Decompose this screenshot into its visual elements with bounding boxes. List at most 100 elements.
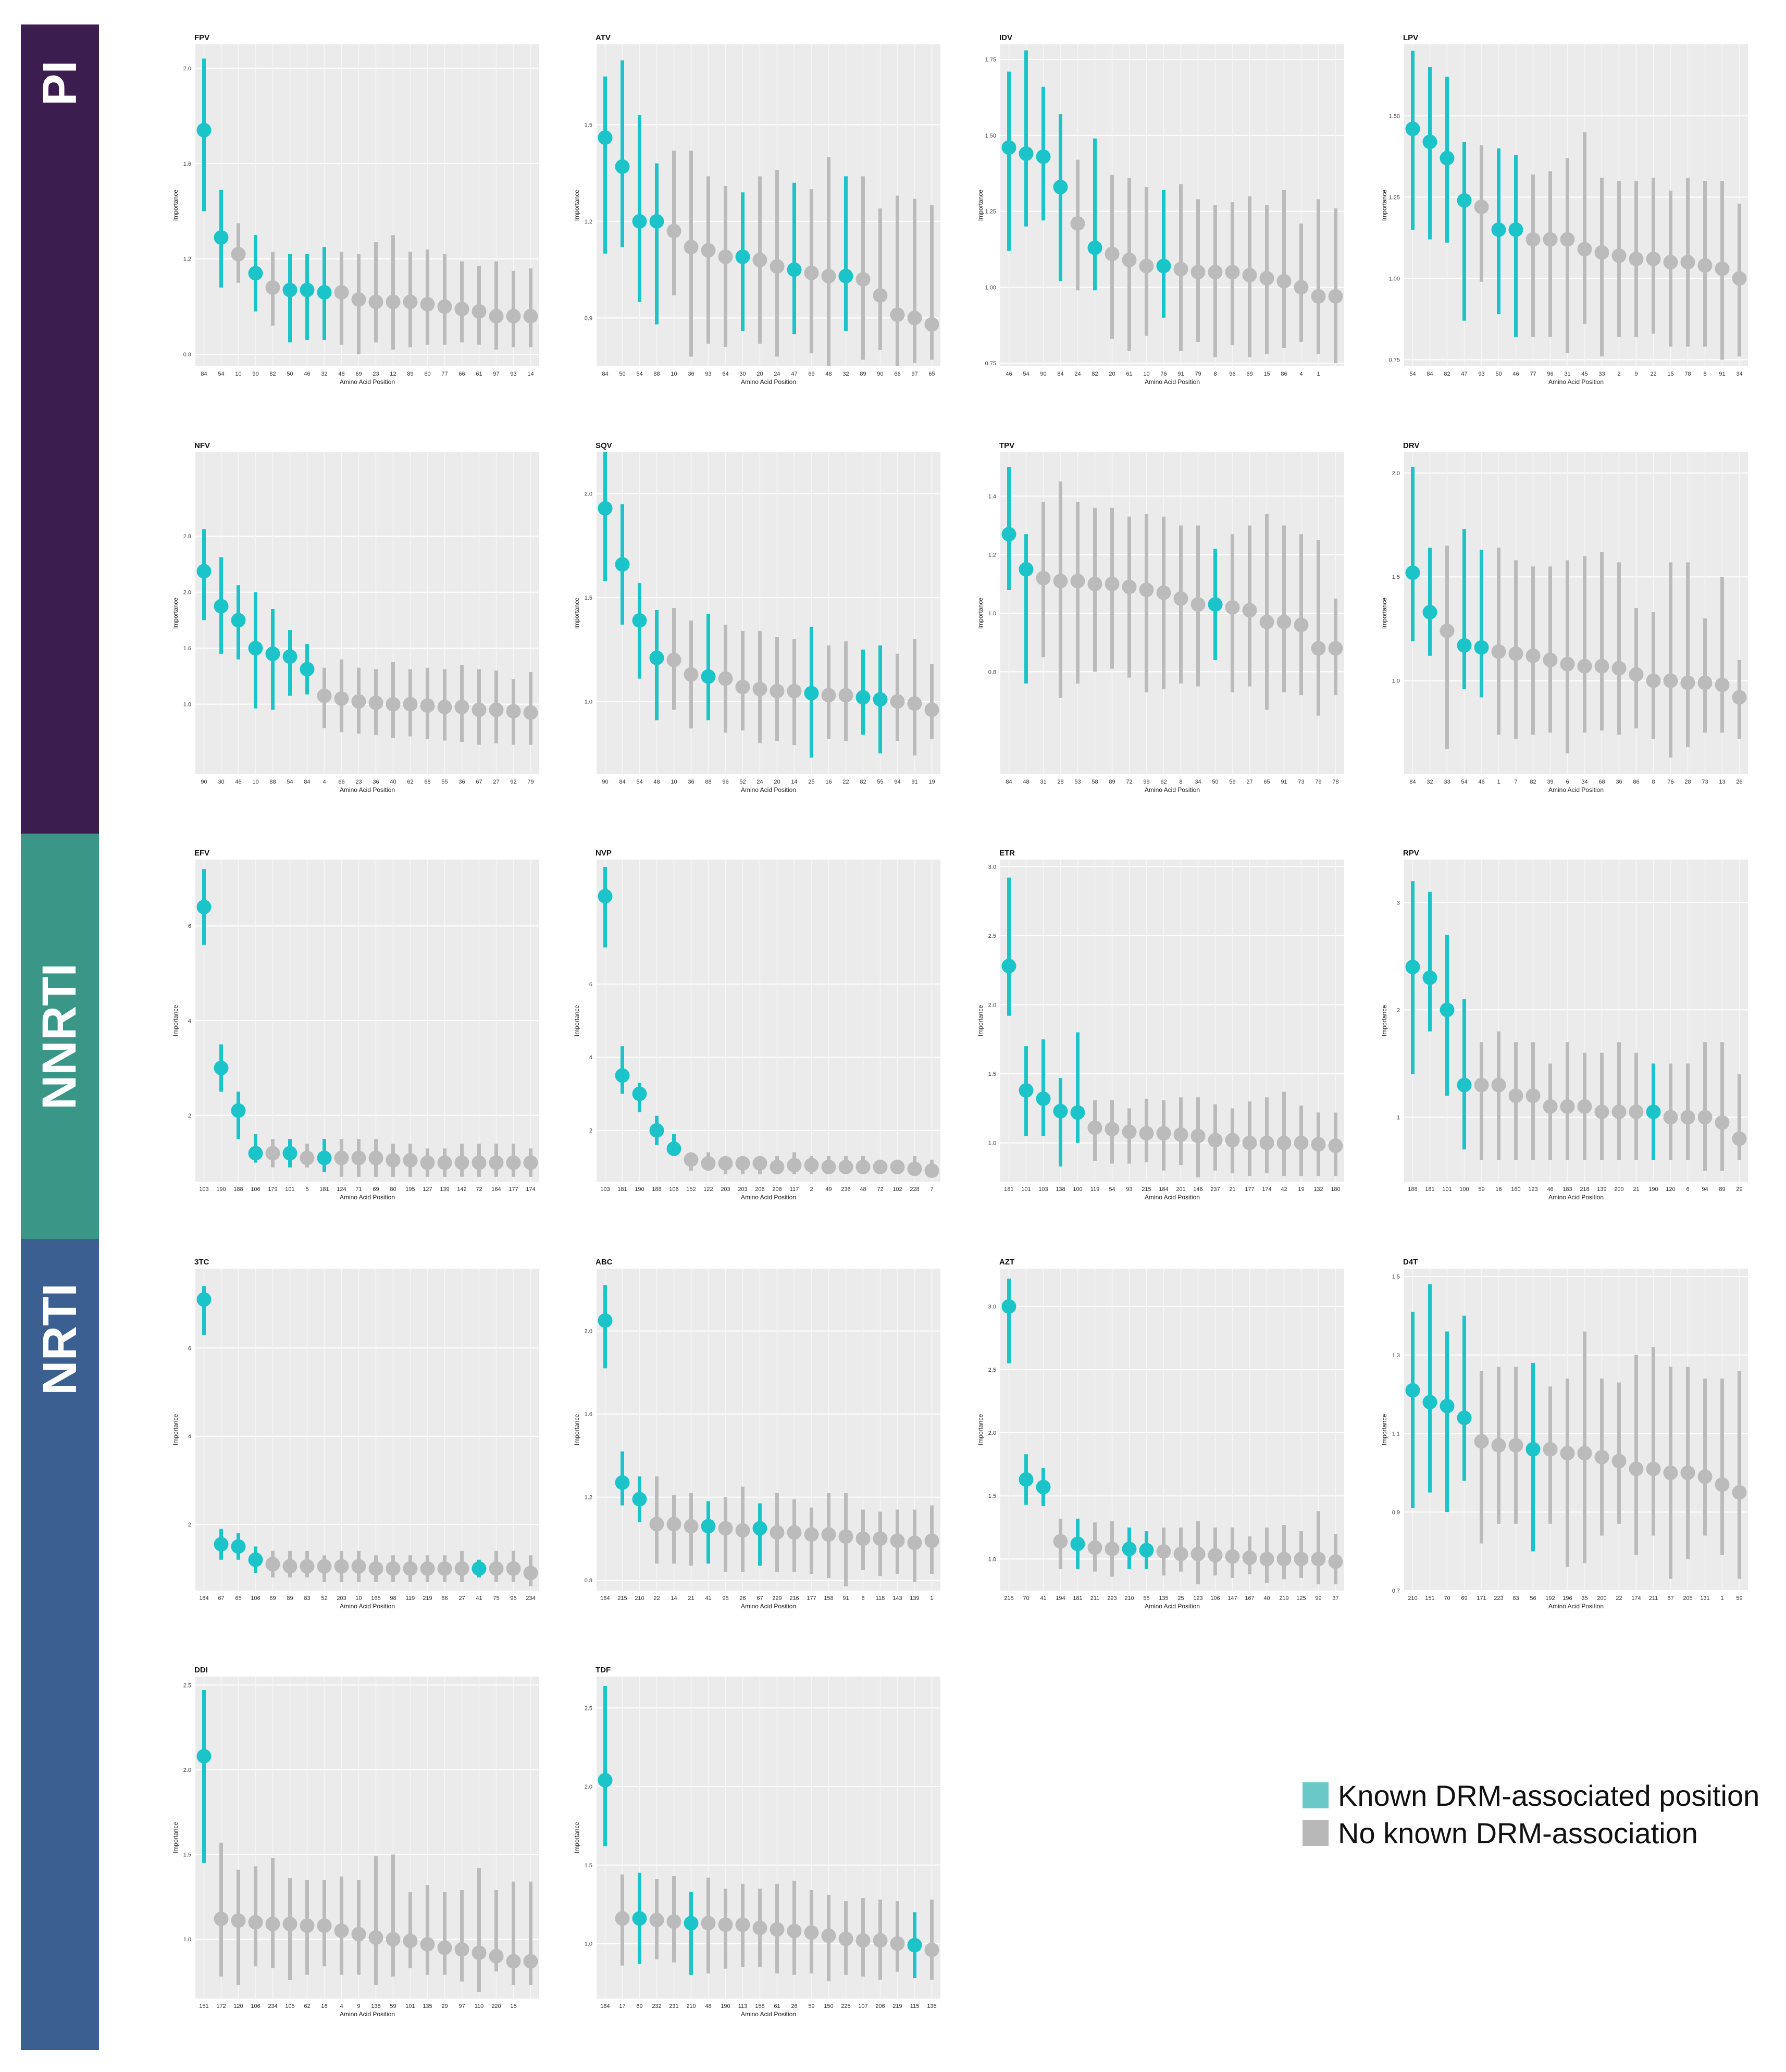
data-point (1105, 1122, 1120, 1137)
x-tick-label: 158 (824, 1595, 833, 1602)
data-point (454, 700, 469, 715)
x-tick-label: 120 (1666, 1186, 1675, 1193)
data-point (1311, 1137, 1326, 1152)
data-point (317, 1559, 332, 1574)
x-tick-label: 24 (1074, 371, 1081, 377)
x-tick-label: 190 (721, 2003, 730, 2009)
x-tick-label: 73 (1298, 779, 1304, 785)
x-tick-label: 4 (340, 2003, 343, 2009)
x-tick-label: 35 (1581, 1595, 1587, 1602)
data-point (1474, 1077, 1489, 1093)
chart-title: NFV (194, 441, 210, 450)
data-point (838, 688, 853, 703)
chart-title: SQV (596, 441, 612, 450)
x-tick-label: 90 (602, 779, 608, 785)
data-point (334, 1559, 349, 1574)
x-tick-label: 27 (1246, 779, 1252, 785)
data-point (821, 688, 836, 703)
data-point (1594, 1449, 1609, 1465)
data-point (1259, 270, 1274, 286)
data-point (248, 641, 263, 656)
x-tick-label: 82 (269, 371, 276, 377)
x-tick-label: 5 (305, 1186, 308, 1193)
data-point (1328, 641, 1343, 656)
x-tick-label: 165 (371, 1595, 380, 1602)
data-point (770, 1922, 785, 1937)
plot-background (1404, 44, 1748, 366)
data-point (437, 299, 452, 314)
x-tick-label: 69 (636, 2003, 642, 2009)
x-tick-label: 82 (1444, 371, 1450, 377)
data-point (1543, 1099, 1558, 1114)
x-tick-label: 14 (671, 1595, 677, 1602)
data-point (1732, 690, 1747, 705)
data-point (1440, 1002, 1455, 1018)
x-tick-label: 15 (1667, 371, 1673, 377)
data-point (821, 268, 836, 283)
y-tick-label: 1.0 (183, 1937, 191, 1943)
x-tick-label: 39 (1547, 779, 1553, 785)
x-tick-label: 152 (686, 1186, 696, 1193)
x-tick-label: 22 (1616, 1595, 1622, 1602)
data-point (1611, 1454, 1627, 1469)
y-tick-label: 0.8 (585, 1578, 592, 1584)
x-tick-label: 68 (1598, 779, 1605, 785)
x-tick-label: 21 (1229, 1186, 1235, 1193)
data-point (1173, 591, 1188, 606)
x-tick-label: 82 (1530, 779, 1536, 785)
x-tick-label: 28 (1684, 779, 1691, 785)
x-tick-label: 80 (390, 1186, 396, 1193)
data-point (1663, 1465, 1678, 1480)
data-point (231, 613, 246, 628)
chart-panel-drv: DRV 2.0 1.5 1.0 84 32 33 54 46 1 7 82 39 6 34 68 36 86 8 76… (1381, 441, 1748, 793)
x-axis-label: Amino Acid Position (741, 1603, 796, 1610)
x-tick-label: 50 (1212, 779, 1218, 785)
x-tick-label: 2 (1617, 371, 1620, 377)
data-point (752, 1920, 767, 1935)
x-tick-label: 90 (201, 779, 207, 785)
y-tick-label: 2.0 (1392, 470, 1400, 477)
data-point (1001, 140, 1016, 155)
chart-title: IDV (999, 33, 1012, 42)
data-point (1087, 1540, 1102, 1555)
x-tick-label: 127 (423, 1186, 432, 1193)
data-point (1525, 232, 1541, 247)
x-tick-label: 94 (894, 779, 900, 785)
data-point (1543, 652, 1558, 667)
y-tick-label: 1.5 (183, 1852, 191, 1858)
x-tick-label: 188 (1408, 1186, 1417, 1193)
x-tick-label: 15 (1263, 371, 1270, 377)
data-point (632, 1911, 647, 1926)
data-point (1070, 1536, 1085, 1552)
x-tick-label: 215 (617, 1595, 627, 1602)
x-tick-label: 78 (1332, 779, 1338, 785)
y-axis-label: Importance (1381, 190, 1388, 221)
data-point (1259, 614, 1274, 629)
y-tick-label: 2.0 (988, 1002, 996, 1008)
x-tick-label: 36 (458, 779, 465, 785)
x-tick-label: 45 (1581, 371, 1587, 377)
x-tick-label: 151 (1425, 1595, 1434, 1602)
x-tick-label: 16 (321, 2003, 327, 2009)
x-tick-label: 184 (600, 1595, 610, 1602)
data-point (1070, 216, 1085, 231)
x-tick-label: 234 (526, 1595, 535, 1602)
data-point (282, 649, 297, 664)
x-tick-label: 84 (1006, 779, 1012, 785)
x-axis-label: Amino Acid Position (340, 1194, 395, 1201)
legend-swatch-unknown (1303, 1820, 1329, 1846)
x-axis-label: Amino Acid Position (1548, 786, 1604, 793)
legend-swatch-known (1303, 1782, 1329, 1808)
data-point (1680, 255, 1695, 270)
x-tick-label: 102 (892, 1186, 902, 1193)
data-point (752, 1156, 767, 1171)
data-point (735, 1917, 750, 1932)
data-point (770, 1159, 785, 1174)
data-point (420, 1561, 435, 1576)
data-point (838, 1529, 853, 1544)
data-point (506, 704, 521, 719)
data-point (472, 1155, 487, 1170)
x-tick-label: 177 (807, 1595, 816, 1602)
data-point (1594, 659, 1609, 674)
